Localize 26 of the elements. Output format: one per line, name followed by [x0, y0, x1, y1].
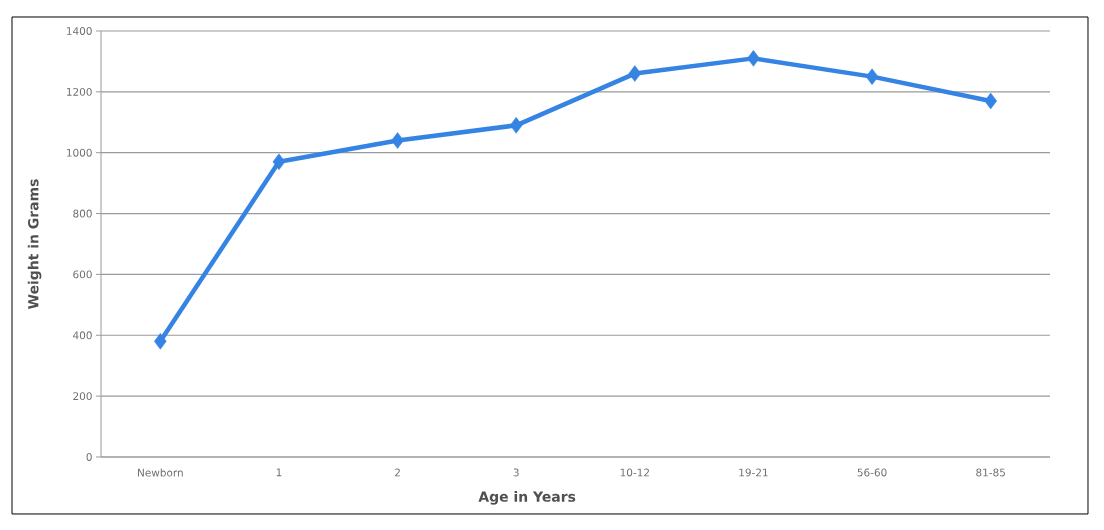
y-axis-title: Weight in Grams [27, 179, 42, 309]
y-tick-label: 1400 [67, 27, 92, 35]
y-tick-label: 1000 [67, 148, 92, 157]
point [272, 153, 286, 171]
x-tick-label: 19-21 [739, 468, 768, 477]
point [509, 117, 523, 134]
x-tick-label: 81-85 [976, 468, 1005, 477]
y-tick-label: 800 [73, 209, 92, 218]
x-tick-label: 1 [276, 468, 282, 477]
x-tick-label: Newborn [138, 468, 183, 477]
x-tick-label: 10-12 [620, 468, 649, 477]
point [984, 92, 997, 110]
y-tick-label: 200 [73, 392, 92, 401]
y-tick-label: 400 [73, 331, 92, 340]
point [154, 333, 167, 350]
x-axis-title: Age in Years [478, 491, 576, 505]
y-tick-label: 600 [73, 270, 92, 279]
point [391, 132, 404, 149]
x-tick-label: 56-60 [857, 468, 887, 477]
x-tick-label: 2 [395, 468, 400, 477]
y-tick-label: 1200 [67, 87, 92, 96]
point [865, 68, 879, 85]
x-tick-label: 3 [513, 468, 519, 477]
point [628, 65, 642, 82]
point [747, 50, 760, 67]
y-tick-label: 0 [86, 453, 92, 461]
